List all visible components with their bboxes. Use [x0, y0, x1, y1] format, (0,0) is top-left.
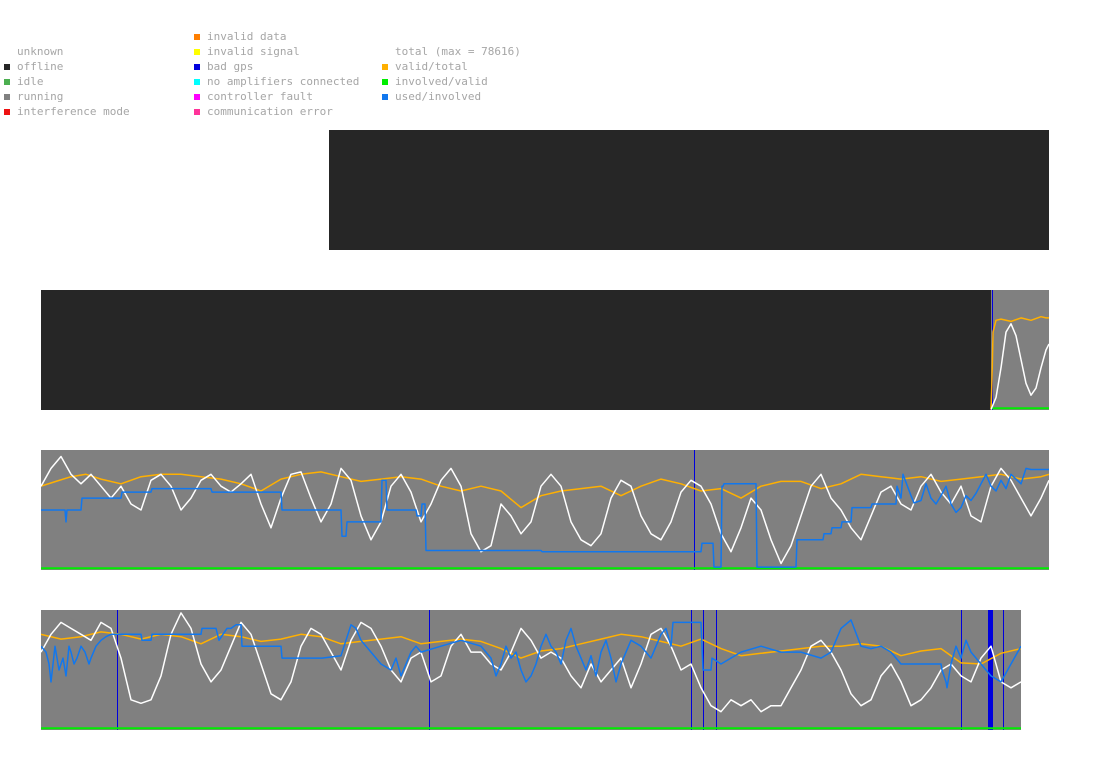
legend-label: offline — [17, 60, 64, 73]
bad-gps-marker — [694, 450, 695, 570]
legend-swatch — [4, 93, 10, 100]
series-line-valid-total — [41, 471, 1049, 509]
bad-gps-marker — [988, 610, 993, 730]
legend-label: valid/total — [395, 60, 468, 73]
legend-label: invalid data — [207, 30, 287, 43]
legend-label: idle — [17, 75, 44, 88]
legend-item-error-5: communication error — [194, 104, 359, 119]
status-segment-running — [991, 290, 1049, 410]
legend-item-status-4: interference mode — [4, 104, 130, 119]
status-segment-offline — [41, 290, 991, 410]
legend-status: unknown offline idle running interference mo… — [4, 44, 130, 119]
legend-item-status-0: unknown — [4, 44, 130, 59]
bad-gps-marker — [117, 610, 118, 730]
bad-gps-marker — [716, 610, 717, 730]
status-segment-offline — [329, 130, 1049, 250]
legend-item-series-1: valid/total — [382, 59, 521, 74]
legend-label: used/involved — [395, 90, 482, 103]
legend-swatch — [4, 63, 10, 70]
legend-label: bad gps — [207, 60, 254, 73]
legend-item-error-2: bad gps — [194, 59, 359, 74]
bad-gps-marker — [1003, 610, 1004, 730]
series-line-valid-total — [41, 631, 1021, 665]
chart-panel-2 — [41, 290, 1049, 410]
legend-item-series-0: total (max = 78616) — [382, 44, 521, 59]
legend-item-error-4: controller fault — [194, 89, 359, 104]
legend-item-error-1: invalid signal — [194, 44, 359, 59]
legend-swatch — [382, 78, 388, 85]
status-segment-running — [41, 450, 1049, 570]
bad-gps-marker — [961, 610, 962, 730]
legend-label: no amplifiers connected — [207, 75, 360, 88]
legend-swatch — [194, 63, 200, 70]
legend-swatch — [194, 78, 200, 85]
series-line-total — [41, 612, 1021, 713]
legend-item-series-3: used/involved — [382, 89, 521, 104]
status-segment-running — [41, 610, 1021, 730]
legend-swatch — [382, 63, 388, 70]
legend-item-status-3: running — [4, 89, 130, 104]
series-line-valid-total — [990, 315, 1049, 410]
legend-item-status-2: idle — [4, 74, 130, 89]
bad-gps-marker — [691, 610, 692, 730]
legend-swatch — [382, 93, 388, 100]
legend-swatch — [4, 78, 10, 85]
legend-label: unknown — [17, 45, 64, 58]
legend-label: invalid signal — [207, 45, 300, 58]
legend-item-status-1: offline — [4, 59, 130, 74]
legend-swatch — [194, 33, 200, 40]
legend-label: interference mode — [17, 105, 130, 118]
legend-swatch-empty — [4, 49, 10, 55]
legend-swatch — [194, 108, 200, 115]
legend-item-series-2: involved/valid — [382, 74, 521, 89]
legend-item-error-0: invalid data — [194, 29, 359, 44]
legend-series: total (max = 78616) valid/total involved/v… — [382, 44, 521, 104]
legend-label: communication error — [207, 105, 333, 118]
legend-swatch — [194, 48, 200, 55]
legend-label: controller fault — [207, 90, 313, 103]
legend-swatch — [4, 108, 10, 115]
chart-panel-1 — [329, 130, 1049, 250]
legend-label: running — [17, 90, 64, 103]
chart-panel-4 — [41, 610, 1021, 730]
series-line-total — [41, 455, 1049, 565]
legend-label: involved/valid — [395, 75, 488, 88]
legend-error: invalid data invalid signal bad gps no ampl… — [194, 29, 359, 119]
series-line-used-involved — [41, 467, 1049, 568]
bad-gps-marker — [429, 610, 430, 730]
chart-panel-3 — [41, 450, 1049, 570]
legend-item-error-3: no amplifiers connected — [194, 74, 359, 89]
legend-label: total (max = 78616) — [395, 45, 521, 58]
legend-swatch — [194, 93, 200, 100]
series-line-total — [990, 323, 1049, 410]
series-line-used-involved — [41, 619, 1021, 689]
legend-swatch-empty — [382, 49, 388, 55]
